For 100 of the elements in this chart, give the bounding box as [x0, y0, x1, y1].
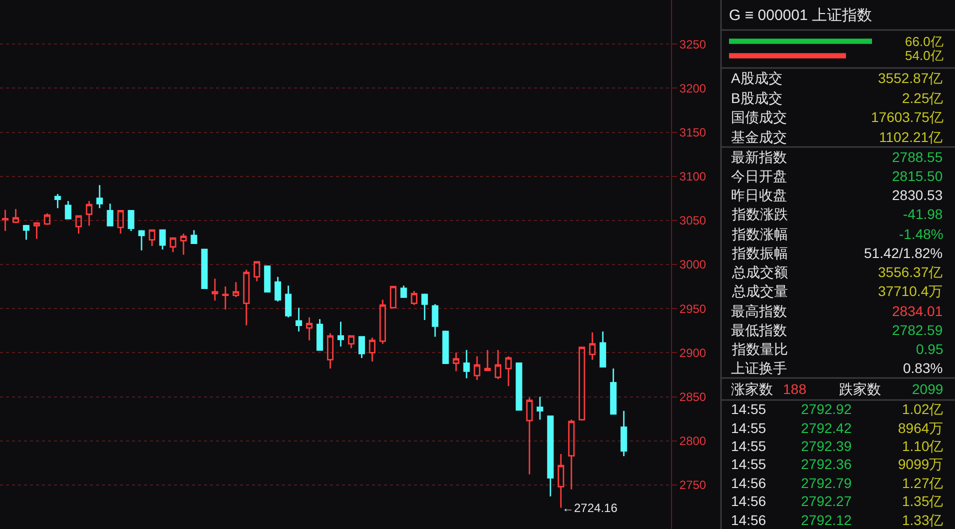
category-label: 14:56	[731, 475, 766, 491]
category-label: 国债成交	[731, 109, 787, 125]
data-label: 2.25亿	[902, 90, 944, 106]
candlestick	[421, 292, 428, 321]
candlestick	[86, 200, 92, 226]
data-label: 2815.50	[892, 168, 943, 184]
data-label: 3556.37亿	[878, 264, 943, 280]
y-tick-label: 2950	[679, 302, 706, 316]
candlestick	[337, 321, 344, 348]
data-label: -41.98	[903, 206, 943, 222]
candlestick	[348, 335, 354, 349]
y-tick-label: 2850	[679, 390, 706, 404]
y-tick-label: 2900	[679, 346, 706, 360]
data-label: 54.0亿	[905, 48, 944, 63]
chart-title: G ≡ 000001 上证指数	[729, 7, 872, 24]
candlestick	[106, 202, 114, 226]
candlestick	[232, 281, 240, 298]
candlestick	[148, 229, 156, 247]
y-tick-label: 2800	[679, 434, 706, 448]
data-label: 9099万	[898, 456, 944, 472]
y-tick-label: 3050	[679, 214, 706, 228]
candlestick	[379, 299, 386, 345]
candlestick	[33, 221, 40, 240]
category-label: 总成交量	[731, 283, 788, 299]
data-label: 3552.87亿	[878, 70, 943, 86]
candlestick	[117, 210, 124, 234]
category-label: 最高指数	[731, 303, 787, 319]
data-label: 0.95	[916, 341, 944, 357]
candlestick	[600, 330, 606, 368]
candlestick	[410, 290, 418, 306]
candlestick	[494, 349, 502, 380]
candlestick	[442, 330, 449, 364]
candlestick	[526, 396, 533, 476]
category-label: 最低指数	[731, 322, 787, 338]
y-tick-label: 3200	[679, 81, 706, 96]
data-label: 37710.4万	[878, 283, 943, 299]
candlestick	[212, 278, 218, 302]
y-tick-label: 3250	[679, 37, 706, 52]
category-label: A股成交	[731, 70, 782, 86]
data-label: 1.35亿	[902, 493, 944, 509]
data-label: 51.42/1.82%	[864, 245, 943, 261]
candlestick	[75, 215, 82, 234]
data-label: 2792.36	[801, 456, 852, 472]
candlestick	[558, 453, 564, 508]
category-label: 跌家数	[839, 381, 881, 397]
candlestick	[96, 184, 103, 209]
candlestick	[254, 261, 260, 282]
candlestick	[190, 229, 198, 244]
candlestick	[505, 355, 512, 387]
candlestick	[128, 210, 134, 232]
data-label: 2782.59	[892, 322, 943, 338]
candlestick	[589, 332, 596, 360]
data-label: 2792.12	[801, 512, 852, 528]
category-label: 14:55	[731, 456, 766, 472]
candlestick	[264, 266, 271, 293]
candlestick	[138, 229, 145, 252]
candlestick	[170, 237, 176, 253]
candlestick	[306, 316, 313, 342]
data-label: -1.48%	[899, 226, 944, 242]
candlestick	[620, 410, 628, 457]
data-label: 1102.21亿	[879, 129, 943, 145]
data-label: 8964万	[898, 420, 944, 436]
candlestick	[358, 336, 365, 359]
candlestick	[54, 193, 61, 209]
data-label: 2788.55	[892, 149, 943, 165]
data-label: 2830.53	[892, 187, 943, 203]
candlestick	[243, 269, 250, 326]
category-label: 指数量比	[731, 341, 788, 357]
candlestick	[44, 212, 50, 226]
category-label: 指数涨幅	[731, 226, 788, 242]
data-label: 17603.75亿	[871, 109, 944, 125]
category-label: 今日开盘	[731, 168, 787, 184]
data-label: 2792.92	[801, 401, 852, 417]
data-label: 2792.27	[801, 493, 852, 509]
y-tick-label: 3150	[679, 125, 706, 140]
data-label: 2834.01	[892, 303, 943, 319]
data-label: 2792.79	[801, 475, 852, 491]
category-label: 指数振幅	[731, 245, 788, 261]
candlestick	[159, 229, 166, 250]
candlestick	[12, 208, 19, 224]
category-label: 14:55	[731, 401, 766, 417]
data-label: 66.0亿	[905, 34, 944, 49]
category-label: 14:56	[731, 493, 766, 509]
candlestick	[368, 336, 376, 362]
candlestick	[274, 276, 282, 302]
data-label: 1.33亿	[902, 512, 944, 528]
candlestick	[568, 418, 575, 490]
candlestick	[222, 286, 229, 310]
candlestick	[400, 284, 407, 298]
data-label: 1.02亿	[902, 401, 944, 417]
category-label: B股成交	[731, 90, 782, 106]
candlestick	[316, 318, 324, 351]
data-label: 188	[783, 381, 807, 397]
candlestick	[285, 284, 292, 318]
category-label: 上证换手	[731, 360, 787, 376]
category-label: 14:55	[731, 420, 766, 436]
candlestick	[536, 396, 544, 420]
category-label: 指数涨跌	[731, 206, 788, 222]
candlestick	[484, 349, 491, 371]
category-label: 14:56	[731, 512, 766, 528]
